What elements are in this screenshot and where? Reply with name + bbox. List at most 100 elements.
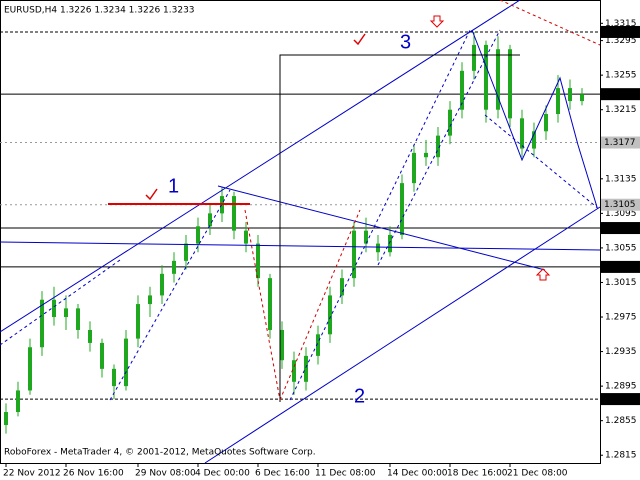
- candle-body: [64, 308, 68, 318]
- level-label: 1.3305: [604, 27, 636, 37]
- dashed-line: [0, 259, 121, 346]
- candle-body: [28, 347, 32, 391]
- candle-body: [496, 49, 500, 110]
- candle-body: [124, 338, 128, 387]
- candle-body: [208, 213, 212, 227]
- candle-body: [4, 412, 8, 425]
- candle-body: [352, 230, 356, 279]
- level-box: [601, 136, 640, 149]
- candle-body: [400, 183, 404, 235]
- level-box: [601, 222, 640, 235]
- candle-body: [256, 243, 260, 279]
- analysis-drawings: [0, 0, 601, 464]
- up-arrow: [535, 268, 551, 281]
- marker-line: [279, 54, 520, 402]
- candle-body: [556, 88, 560, 115]
- x-tick-label: 21 Dec 08:00: [507, 469, 568, 479]
- checkmark: [353, 33, 366, 46]
- candle-body: [508, 49, 512, 119]
- y-tick-label: 1.2895: [605, 382, 637, 392]
- wave-label: 2: [354, 385, 365, 407]
- candle-body: [196, 226, 200, 244]
- candle-body: [232, 196, 236, 231]
- y-tick-label: 1.2815: [605, 451, 637, 461]
- candle-body: [412, 152, 416, 184]
- dashed-line: [499, 0, 601, 46]
- dashed-line: [279, 209, 361, 401]
- candle-body: [448, 109, 452, 136]
- candle-body: [376, 243, 380, 253]
- candle-body: [304, 355, 308, 382]
- x-tick-label: 18 Dec 16:00: [447, 469, 508, 479]
- trend-line: [204, 206, 601, 464]
- level-box: [601, 25, 640, 38]
- y-tick-label: 1.3095: [605, 209, 637, 219]
- wave-label: 3: [400, 31, 411, 53]
- candle-body: [292, 360, 296, 382]
- candle-body: [172, 260, 176, 274]
- level-label: 1.3233: [604, 90, 636, 100]
- candle-body: [76, 308, 80, 330]
- candle-body: [460, 70, 464, 110]
- candle-body: [580, 94, 584, 102]
- dashed-line: [244, 209, 281, 401]
- candle-body: [532, 131, 536, 149]
- dashed-line: [109, 189, 231, 401]
- x-tick-label: 22 Nov 2012: [3, 469, 61, 479]
- down-arrow: [429, 15, 445, 28]
- y-tick-label: 1.3015: [605, 278, 637, 288]
- level-box: [601, 260, 640, 273]
- y-tick-label: 1.2935: [605, 347, 637, 357]
- candle-body: [328, 295, 332, 335]
- level-label: 1.2880: [604, 395, 636, 405]
- candle-body: [388, 234, 392, 253]
- candle-body: [16, 390, 20, 413]
- candle-body: [160, 273, 164, 296]
- chart-title: EURUSD,H4 1.3226 1.3234 1.3226 1.3233: [4, 6, 195, 16]
- candle-body: [184, 243, 188, 261]
- candle-body: [544, 114, 548, 132]
- level-label: 1.3033: [604, 262, 636, 272]
- y-tick-label: 1.2975: [605, 313, 637, 323]
- x-tick-label: 26 Nov 16:00: [63, 469, 124, 479]
- trend-line: [217, 185, 546, 271]
- dashed-line: [289, 29, 471, 401]
- level-label: 1.3078: [604, 224, 636, 234]
- candle-body: [316, 334, 320, 356]
- wave-label: 1: [168, 175, 179, 197]
- y-tick-label: 1.3255: [605, 71, 637, 81]
- candle-body: [88, 329, 92, 343]
- y-tick-label: 1.3295: [605, 36, 637, 46]
- candle-body: [472, 44, 476, 71]
- y-tick-label: 1.3055: [605, 243, 637, 253]
- plot-frame: [0, 0, 601, 464]
- candle-body: [520, 118, 524, 149]
- candle-body: [136, 304, 140, 339]
- level-box: [601, 393, 640, 406]
- candle-body: [52, 299, 56, 318]
- x-tick-label: 14 Dec 00:00: [387, 469, 448, 479]
- candle-body: [148, 295, 152, 305]
- y-tick-label: 1.2855: [605, 416, 637, 426]
- dashed-line: [377, 29, 501, 266]
- candle-body: [436, 135, 440, 158]
- candle-body: [568, 88, 572, 102]
- x-tick-label: 11 Dec 08:00: [315, 469, 376, 479]
- candle-body: [280, 329, 284, 361]
- candle-body: [364, 230, 368, 244]
- trend-line: [0, 241, 601, 251]
- candle-body: [268, 278, 272, 330]
- x-tick-label: 29 Nov 08:00: [135, 469, 196, 479]
- y-tick-label: 1.3215: [605, 105, 637, 115]
- candle-body: [424, 152, 428, 158]
- checkmark: [145, 188, 158, 201]
- candle-body: [484, 44, 488, 110]
- y-tick-label: 1.3315: [605, 19, 637, 29]
- level-label: 1.3177: [604, 138, 636, 148]
- y-tick-label: 1.3135: [605, 174, 637, 184]
- candle-body: [100, 342, 104, 369]
- x-tick-label: 4 Dec 00:00: [195, 469, 250, 479]
- level-box: [601, 88, 640, 101]
